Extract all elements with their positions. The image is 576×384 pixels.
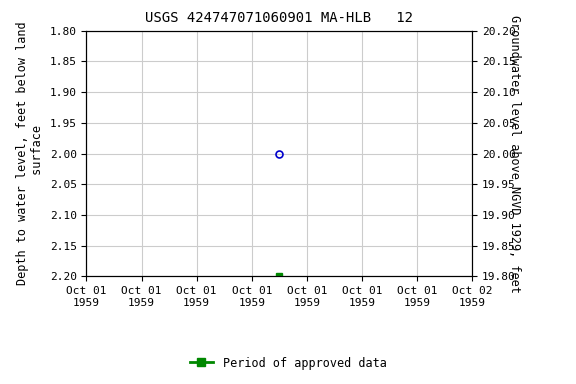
Y-axis label: Depth to water level, feet below land
 surface: Depth to water level, feet below land su… xyxy=(16,22,44,285)
Y-axis label: Groundwater level above NGVD 1929, feet: Groundwater level above NGVD 1929, feet xyxy=(509,15,521,293)
Legend: Period of approved data: Period of approved data xyxy=(185,352,391,374)
Title: USGS 424747071060901 MA-HLB   12: USGS 424747071060901 MA-HLB 12 xyxy=(145,12,414,25)
